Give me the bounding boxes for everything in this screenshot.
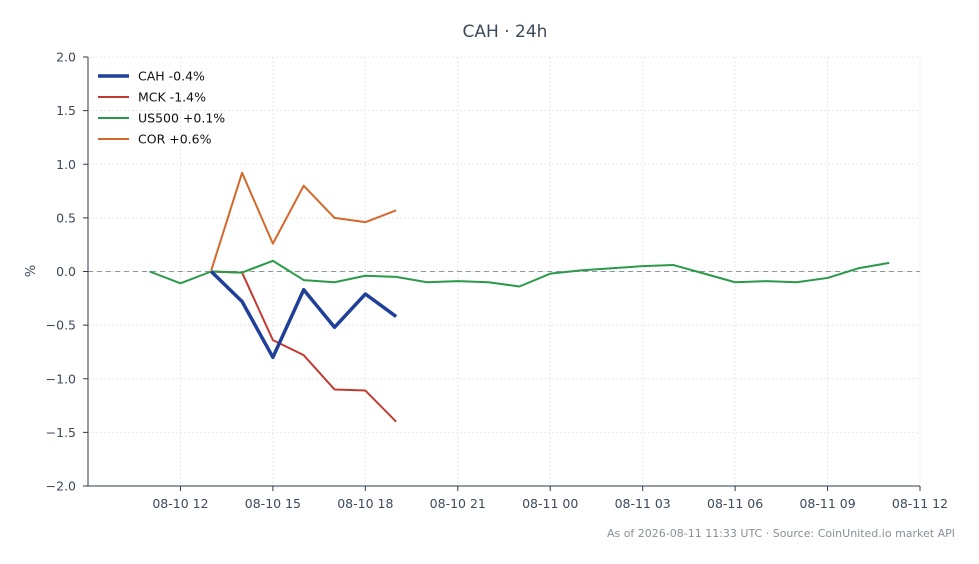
series-line-cah [210,270,398,360]
axes: 2.0 1.5 1.0 0.5 0.0 −0.5 −1.0 −1.5 −2.0 08-10 12 0… [46,50,948,512]
y-tick-label: −2.0 [46,479,76,494]
x-tick-label: 08-11 06 [707,496,763,511]
series-layer [149,171,890,423]
x-tick-label: 08-10 18 [337,496,393,511]
legend-label-cor: COR +0.6% [138,132,212,147]
series-line-us500 [149,259,890,288]
x-tick-label: 08-11 03 [615,496,671,511]
legend-label-us500: US500 +0.1% [138,111,225,126]
x-tick-label: 08-10 15 [245,496,301,511]
x-tick-label: 08-10 21 [430,496,486,511]
y-tick-label: 0.5 [56,210,76,225]
legend: CAH -0.4% MCK -1.4% US500 +0.1% COR +0.6% [98,69,225,147]
x-tick-label: 08-11 12 [892,496,948,511]
legend-label-mck: MCK -1.4% [138,90,206,105]
x-tick-label: 08-11 00 [522,496,578,511]
y-axis-label: % [24,265,39,277]
x-tick-label: 08-11 09 [799,496,855,511]
y-tick-label: −1.5 [46,425,76,440]
chart-title: CAH · 24h [463,22,548,42]
series-line-cor [210,171,397,271]
y-tick-label: 2.0 [56,50,76,65]
y-tick-label: 1.0 [56,157,76,172]
y-tick-label: 0.0 [56,264,76,279]
x-tick-label: 08-10 12 [152,496,208,511]
legend-label-cah: CAH -0.4% [138,69,205,84]
y-tick-label: −0.5 [46,318,76,333]
y-tick-label: −1.0 [46,371,76,386]
y-tick-label: 1.5 [56,103,76,118]
footer-source: As of 2026-08-11 11:33 UTC · Source: Coi… [607,527,955,540]
series-line-mck [211,270,397,423]
